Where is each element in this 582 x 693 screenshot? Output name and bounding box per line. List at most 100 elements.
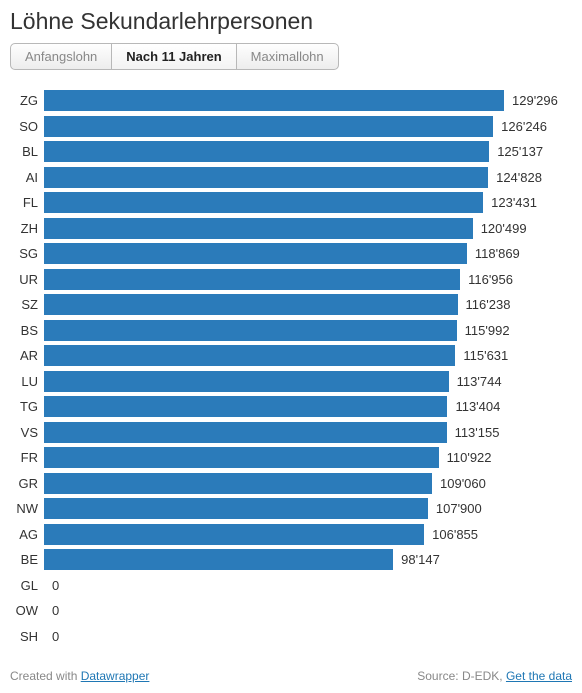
value-label: 113'744 <box>457 374 502 389</box>
category-label: FR <box>10 450 44 465</box>
bar <box>44 320 457 341</box>
bar-row: ZH 120'499 <box>10 216 572 242</box>
bar <box>44 549 393 570</box>
tab-1[interactable]: Nach 11 Jahren <box>112 44 236 69</box>
bar-row: GR 109'060 <box>10 471 572 497</box>
category-label: UR <box>10 272 44 287</box>
category-label: SG <box>10 246 44 261</box>
bar-area: 106'855 <box>44 524 572 545</box>
bar-row: LU 113'744 <box>10 369 572 395</box>
bar-row: SZ 116'238 <box>10 292 572 318</box>
value-label: 118'869 <box>475 246 520 261</box>
bar-area: 113'404 <box>44 396 572 417</box>
bar <box>44 345 455 366</box>
bar-row: VS 113'155 <box>10 420 572 446</box>
bar-area: 124'828 <box>44 167 572 188</box>
bar-area: 115'631 <box>44 345 572 366</box>
bar-area: 120'499 <box>44 218 572 239</box>
bar-row: NW107'900 <box>10 496 572 522</box>
bar-row: AG 106'855 <box>10 522 572 548</box>
category-label: AR <box>10 348 44 363</box>
category-label: BS <box>10 323 44 338</box>
category-label: SH <box>10 629 44 644</box>
source: Source: D-EDK, Get the data <box>417 669 572 683</box>
bar-area: 107'900 <box>44 498 572 519</box>
bar-row: OW 0 <box>10 598 572 624</box>
bar <box>44 116 493 137</box>
category-label: VS <box>10 425 44 440</box>
category-label: FL <box>10 195 44 210</box>
bar-row: UR116'956 <box>10 267 572 293</box>
category-label: AG <box>10 527 44 542</box>
bar-area: 98'147 <box>44 549 572 570</box>
bar <box>44 167 488 188</box>
bar-area: 125'137 <box>44 141 572 162</box>
bar-area: 113'744 <box>44 371 572 392</box>
bar-row: AR 115'631 <box>10 343 572 369</box>
bar <box>44 269 460 290</box>
bar <box>44 498 428 519</box>
category-label: GL <box>10 578 44 593</box>
bar-row: FL 123'431 <box>10 190 572 216</box>
bar <box>44 524 424 545</box>
bar-chart: ZG129'296SO126'246BL125'137AI124'828FL12… <box>10 88 572 649</box>
value-label: 109'060 <box>440 476 486 491</box>
value-label: 0 <box>52 603 59 618</box>
value-label: 116'238 <box>466 297 511 312</box>
category-label: LU <box>10 374 44 389</box>
category-label: ZH <box>10 221 44 236</box>
bar-row: BS 115'992 <box>10 318 572 344</box>
chart-title: Löhne Sekundarlehrpersonen <box>10 8 572 35</box>
value-label: 120'499 <box>481 221 527 236</box>
category-label: BE <box>10 552 44 567</box>
get-data-link[interactable]: Get the data <box>506 669 572 683</box>
tab-0[interactable]: Anfangslohn <box>11 44 112 69</box>
bar <box>44 294 458 315</box>
chart-footer: Created with Datawrapper Source: D-EDK, … <box>10 669 572 683</box>
category-label: SZ <box>10 297 44 312</box>
bar-area: 126'246 <box>44 116 572 137</box>
bar <box>44 90 504 111</box>
bar-row: ZG129'296 <box>10 88 572 114</box>
bar <box>44 218 473 239</box>
bar <box>44 243 467 264</box>
category-label: TG <box>10 399 44 414</box>
category-label: OW <box>10 603 44 618</box>
bar-area: 118'869 <box>44 243 572 264</box>
value-label: 125'137 <box>497 144 543 159</box>
value-label: 113'155 <box>455 425 500 440</box>
value-label: 110'922 <box>447 450 492 465</box>
value-label: 115'992 <box>465 323 510 338</box>
value-label: 0 <box>52 578 59 593</box>
bar-row: FR 110'922 <box>10 445 572 471</box>
category-label: BL <box>10 144 44 159</box>
datawrapper-link[interactable]: Datawrapper <box>81 669 150 683</box>
category-label: GR <box>10 476 44 491</box>
value-label: 115'631 <box>463 348 508 363</box>
value-label: 107'900 <box>436 501 482 516</box>
value-label: 129'296 <box>512 93 558 108</box>
credit-prefix: Created with <box>10 669 81 683</box>
bar-row: SG 118'869 <box>10 241 572 267</box>
category-label: SO <box>10 119 44 134</box>
bar-area: 115'992 <box>44 320 572 341</box>
value-label: 98'147 <box>401 552 440 567</box>
bar <box>44 473 432 494</box>
credit: Created with Datawrapper <box>10 669 149 683</box>
bar <box>44 141 489 162</box>
bar-row: SH 0 <box>10 624 572 650</box>
value-label: 106'855 <box>432 527 478 542</box>
bar <box>44 422 447 443</box>
value-label: 123'431 <box>491 195 537 210</box>
value-label: 113'404 <box>455 399 500 414</box>
bar-area: 129'296 <box>44 90 572 111</box>
bar-area: 0 <box>44 575 572 596</box>
tab-2[interactable]: Maximallohn <box>237 44 338 69</box>
bar-area: 0 <box>44 600 572 621</box>
bar-area: 116'956 <box>44 269 572 290</box>
bar-row: TG 113'404 <box>10 394 572 420</box>
bar-row: BL 125'137 <box>10 139 572 165</box>
bar-row: SO126'246 <box>10 114 572 140</box>
value-label: 0 <box>52 629 59 644</box>
bar-area: 116'238 <box>44 294 572 315</box>
